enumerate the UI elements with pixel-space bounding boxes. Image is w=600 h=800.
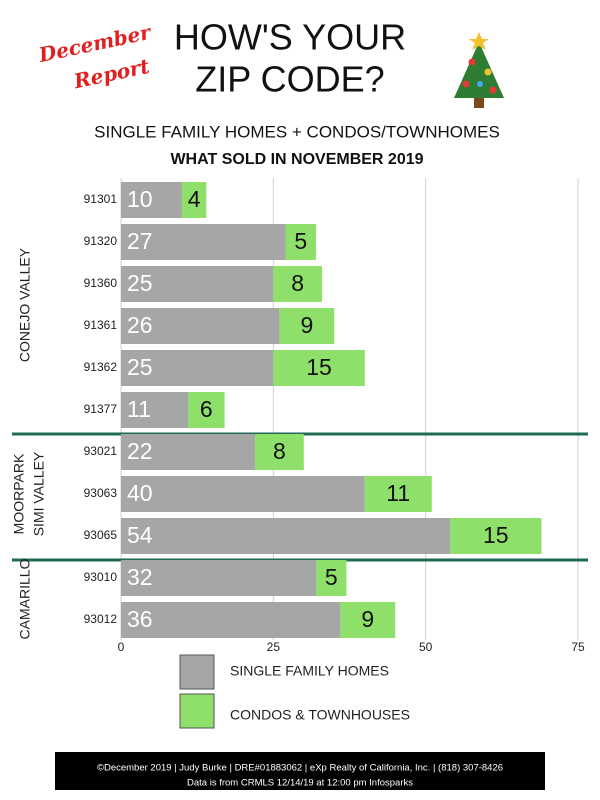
category-label: 91360 [84,276,118,290]
category-label: 91301 [84,192,118,206]
bar-segment [450,518,542,554]
bar-segment [121,266,274,302]
bar-segment [285,224,316,260]
ornament [484,68,492,76]
bar-segment [340,602,396,638]
ornament [462,80,470,88]
category-label: 93010 [84,570,118,584]
badge-line: Report [71,54,152,94]
tree-icon [454,32,504,108]
legend-swatch [179,693,215,729]
bar-segment [121,308,280,344]
footer-line: ©December 2019 | Judy Burke | DRE#018830… [97,763,503,774]
x-tick-label: 50 [419,640,433,654]
ornament [489,86,497,94]
x-tick-label: 25 [267,640,281,654]
value-label: 27 [127,228,153,254]
category-label: 93012 [84,612,118,626]
value-label: 5 [325,564,338,590]
ornament [468,58,476,66]
legend-swatch [179,654,215,690]
category-label: 91377 [84,402,118,416]
value-label: 5 [294,228,307,254]
value-label: 25 [127,270,153,296]
bar-segment [121,602,341,638]
bar-segment [121,434,256,470]
value-label: 15 [306,354,332,380]
value-label: 11 [386,480,410,506]
bar-segment [255,434,304,470]
legend-label: SINGLE FAMILY HOMES [230,663,389,679]
bar-segment [315,560,347,596]
value-label: 40 [127,480,153,506]
legend-label: CONDOS & TOWNHOUSES [230,707,410,723]
tree-body [454,42,504,98]
value-label: 6 [200,396,213,422]
title-line: ZIP CODE? [195,59,384,100]
category-label: 91362 [84,360,118,374]
bar-segment [188,392,225,428]
category-label: 93065 [84,528,118,542]
group-label: CAMARILLO [17,558,33,639]
bar-segment [273,350,365,386]
footer-band [55,752,545,790]
bar-segment [279,308,335,344]
value-label: 32 [127,564,153,590]
category-label: 91361 [84,318,118,332]
group-label: CONEJO VALLEY [17,247,33,362]
ornament [477,81,483,87]
bar-segment [181,182,207,218]
category-label: 93021 [84,444,118,458]
tree-trunk [474,96,484,108]
value-label: 26 [127,312,153,338]
bar-segment [121,476,365,512]
bar-segment [121,224,286,260]
category-label: 91320 [84,234,118,248]
value-label: 8 [291,270,304,296]
value-label: 11 [127,396,151,422]
tree-star [469,32,489,50]
x-tick-label: 0 [118,640,125,654]
title-line: HOW'S YOUR [174,17,406,58]
x-tick-label: 75 [571,640,585,654]
bar-segment [121,560,316,596]
value-label: 10 [127,186,153,212]
value-label: 8 [273,438,286,464]
value-label: 36 [127,606,153,632]
value-label: 22 [127,438,153,464]
group-label: MOORPARK [11,453,27,534]
subtitle: SINGLE FAMILY HOMES + CONDOS/TOWNHOMES [94,122,500,141]
footer-line: Data is from CRMLS 12/14/19 at 12:00 pm … [187,778,413,789]
value-label: 4 [188,186,201,212]
value-label: 15 [483,522,509,548]
group-label: SIMI VALLEY [31,451,47,536]
heading: WHAT SOLD IN NOVEMBER 2019 [170,151,423,168]
value-label: 54 [127,522,153,548]
bar-segment [121,518,451,554]
value-label: 9 [300,312,313,338]
bar-segment [364,476,432,512]
bar-segment [121,350,274,386]
bar-segment [121,392,189,428]
value-label: 9 [361,606,374,632]
bar-segment [273,266,323,302]
category-label: 93063 [84,486,118,500]
bar-segment [121,182,182,218]
value-label: 25 [127,354,153,380]
